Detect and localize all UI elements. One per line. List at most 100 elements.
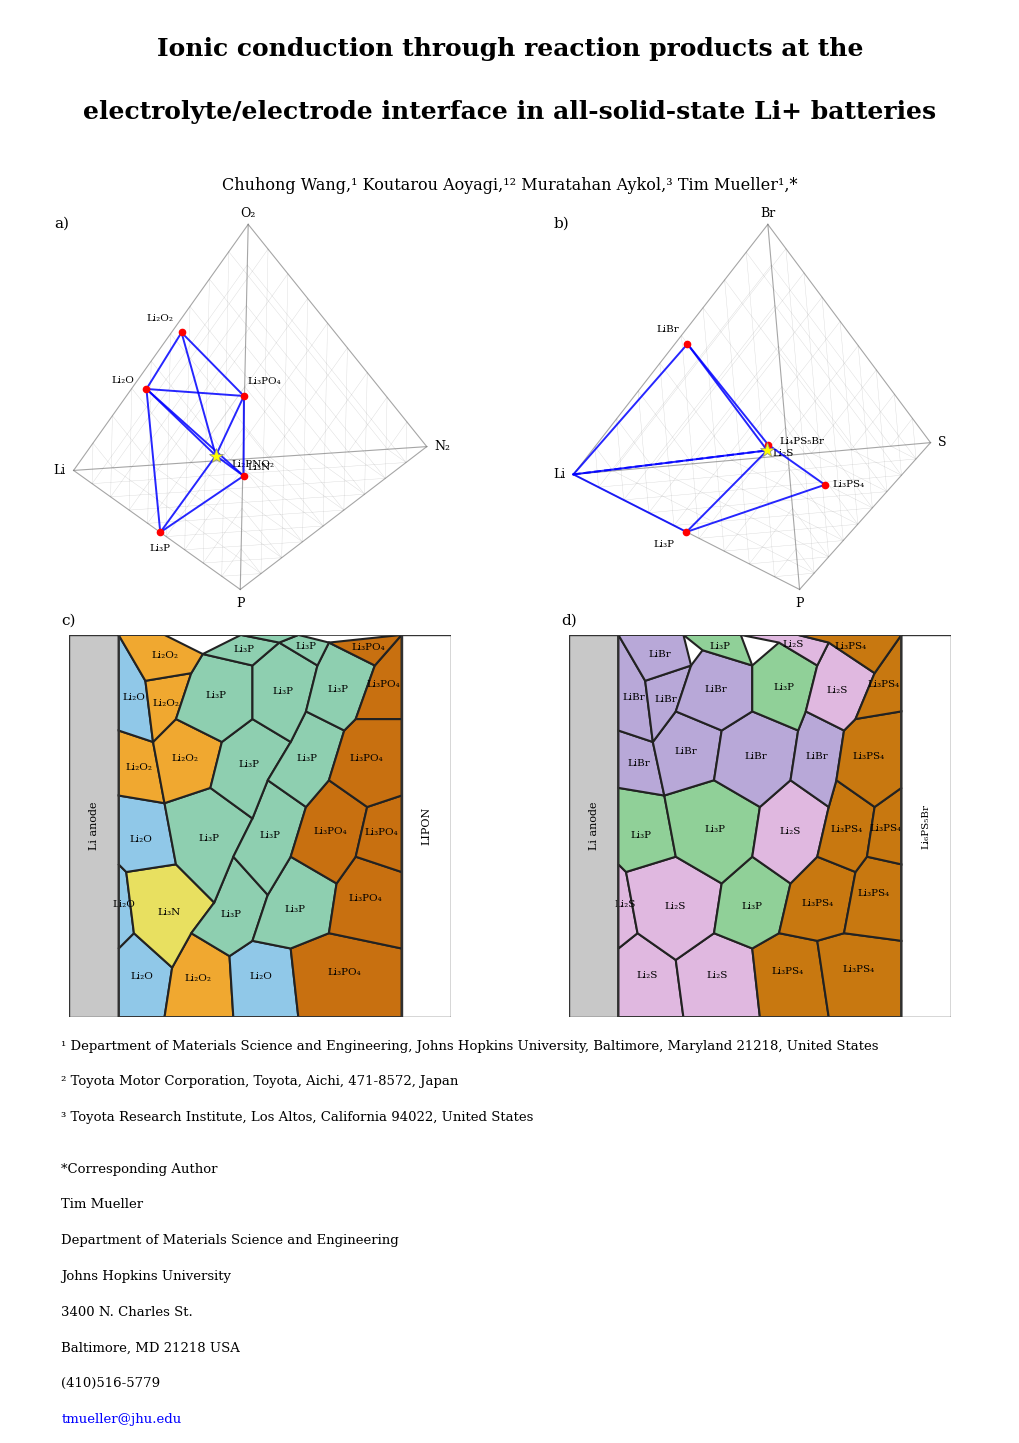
Bar [618, 635, 901, 1017]
Text: Li₂O₂: Li₂O₂ [153, 700, 179, 709]
Text: Li₃PO₄: Li₃PO₄ [347, 895, 381, 903]
Polygon shape [752, 642, 816, 730]
Polygon shape [233, 781, 306, 895]
Polygon shape [118, 635, 153, 742]
Polygon shape [328, 719, 401, 807]
Text: electrolyte/electrode interface in all-solid-state Li+ batteries: electrolyte/electrode interface in all-s… [84, 100, 935, 124]
Polygon shape [146, 672, 192, 742]
Text: LiBr: LiBr [674, 747, 696, 756]
Polygon shape [805, 642, 873, 730]
Text: Li₄PS₅Br: Li₄PS₅Br [779, 437, 823, 446]
Polygon shape [118, 635, 203, 681]
Text: LIPON: LIPON [421, 807, 431, 846]
Text: Li₃N: Li₃N [157, 908, 180, 916]
Text: Li₂S: Li₂S [663, 902, 685, 911]
Text: Li₃PO₄: Li₃PO₄ [248, 377, 281, 387]
Text: Li₂S: Li₂S [782, 639, 803, 648]
Text: Li₂O₂: Li₂O₂ [147, 313, 173, 323]
Polygon shape [192, 857, 267, 957]
Polygon shape [118, 730, 164, 804]
Polygon shape [713, 711, 797, 807]
Polygon shape [118, 864, 133, 948]
Text: Li₂S: Li₂S [771, 449, 793, 457]
Text: LiBr: LiBr [622, 693, 644, 701]
Polygon shape [618, 635, 691, 681]
Text: Li₃P: Li₃P [238, 760, 260, 769]
Text: Li₂O: Li₂O [111, 377, 135, 385]
Polygon shape [797, 635, 901, 672]
Text: Li₃PS₄: Li₃PS₄ [866, 680, 899, 690]
Polygon shape [752, 781, 827, 883]
Polygon shape [290, 781, 367, 883]
Text: Li₂O: Li₂O [130, 973, 153, 981]
Polygon shape [164, 635, 298, 642]
Text: Li₃PS₄: Li₃PS₄ [829, 825, 862, 834]
Polygon shape [164, 934, 233, 1017]
Polygon shape [203, 635, 279, 665]
Text: b): b) [553, 216, 569, 231]
Polygon shape [118, 934, 172, 1017]
Polygon shape [843, 857, 901, 941]
Polygon shape [618, 864, 637, 948]
Text: Li₃P: Li₃P [233, 645, 254, 654]
Text: Li₂O: Li₂O [113, 900, 136, 909]
Text: LiBr: LiBr [647, 649, 671, 658]
Polygon shape [618, 635, 652, 742]
Text: Li anode: Li anode [89, 802, 99, 850]
Bar [401, 635, 450, 1017]
Polygon shape [816, 781, 873, 872]
Text: Li₃PO₄: Li₃PO₄ [314, 827, 347, 837]
Polygon shape [356, 795, 401, 872]
Text: Li: Li [552, 468, 565, 481]
Polygon shape [126, 864, 214, 968]
Text: Li₃PS₄: Li₃PS₄ [834, 642, 866, 651]
Text: Li₃PO₄: Li₃PO₄ [352, 644, 385, 652]
Text: ³ Toyota Research Institute, Los Altos, California 94022, United States: ³ Toyota Research Institute, Los Altos, … [61, 1111, 533, 1124]
Text: Li₃PS₄: Li₃PS₄ [800, 899, 833, 908]
Polygon shape [676, 934, 759, 1017]
Polygon shape [210, 719, 290, 818]
Text: LiBr: LiBr [744, 752, 766, 760]
Text: LiBr: LiBr [627, 759, 649, 769]
Text: P: P [235, 597, 245, 610]
Polygon shape [118, 795, 176, 872]
Text: Li₃N: Li₃N [248, 463, 271, 472]
Bar [569, 635, 618, 1017]
Polygon shape [816, 934, 901, 1017]
Text: Ionic conduction through reaction products at the: Ionic conduction through reaction produc… [157, 38, 862, 62]
Text: Johns Hopkins University: Johns Hopkins University [61, 1270, 231, 1283]
Text: P: P [795, 597, 803, 610]
Polygon shape [790, 711, 843, 807]
Text: Li₃PS₄: Li₃PS₄ [857, 889, 890, 898]
Text: Li₃PS₄: Li₃PS₄ [770, 967, 803, 975]
Text: S: S [937, 436, 946, 449]
Polygon shape [683, 635, 752, 665]
Text: Li₃P: Li₃P [703, 825, 725, 834]
Polygon shape [836, 711, 901, 807]
Text: Li₂O: Li₂O [129, 835, 152, 844]
Text: Li₃P: Li₃P [198, 834, 219, 843]
Polygon shape [356, 635, 401, 719]
Polygon shape [279, 635, 328, 665]
Polygon shape [626, 857, 721, 960]
Polygon shape [645, 665, 691, 742]
Polygon shape [328, 857, 401, 948]
Text: N₂: N₂ [434, 440, 450, 453]
Text: Li anode: Li anode [588, 802, 598, 850]
Text: Tim Mueller: Tim Mueller [61, 1198, 144, 1212]
Text: Department of Materials Science and Engineering: Department of Materials Science and Engi… [61, 1234, 398, 1247]
Text: Li₃P: Li₃P [296, 642, 316, 651]
Text: Chuhong Wang,¹ Koutarou Aoyagi,¹² Muratahan Aykol,³ Tim Mueller¹,*: Chuhong Wang,¹ Koutarou Aoyagi,¹² Murata… [222, 177, 797, 195]
Text: Li₂O₂: Li₂O₂ [151, 651, 178, 659]
Polygon shape [253, 857, 336, 948]
Polygon shape [866, 788, 901, 864]
Text: Li₂S: Li₂S [636, 971, 657, 980]
Text: Li₆PS₅Br: Li₆PS₅Br [921, 804, 929, 848]
Text: (410)516-5779: (410)516-5779 [61, 1377, 160, 1390]
Text: Li₃PS₄: Li₃PS₄ [852, 752, 884, 760]
Polygon shape [855, 635, 901, 719]
Polygon shape [618, 730, 663, 795]
Text: ¹ Department of Materials Science and Engineering, Johns Hopkins University, Bal: ¹ Department of Materials Science and En… [61, 1039, 877, 1053]
Text: Li₂S: Li₂S [826, 685, 848, 696]
Polygon shape [328, 635, 401, 665]
